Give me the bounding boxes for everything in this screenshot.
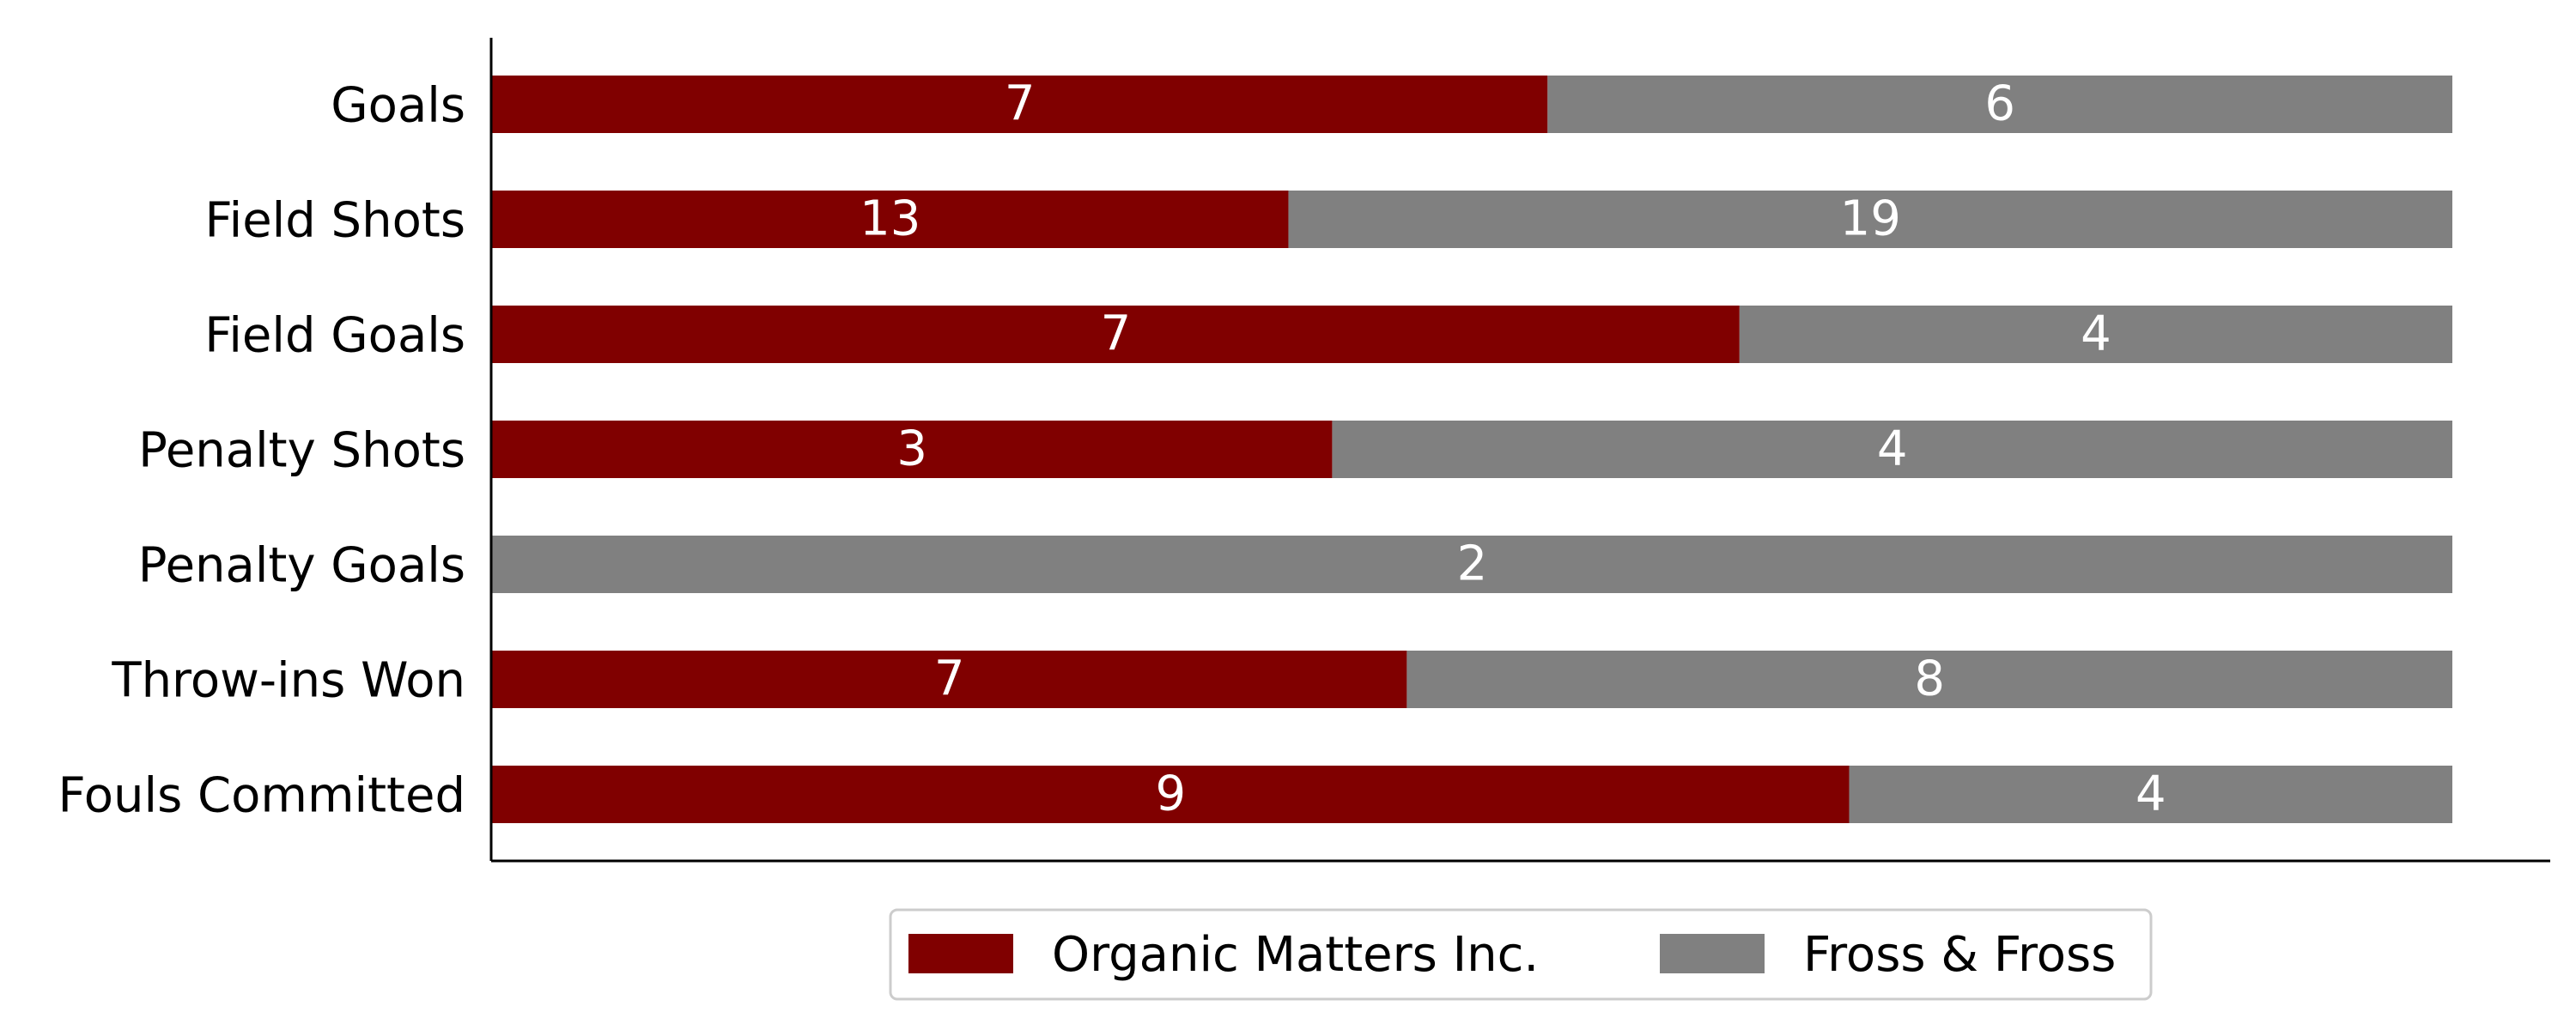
category-label: Fouls Committed xyxy=(58,768,465,824)
value-label: 2 xyxy=(1457,536,1488,592)
bar-segment-1 xyxy=(1332,421,2452,478)
category-label: Goals xyxy=(331,78,465,134)
bar-segment-0 xyxy=(492,766,1850,823)
value-label: 9 xyxy=(1155,766,1186,822)
value-label: 6 xyxy=(1984,76,2015,132)
bar-segment-0 xyxy=(492,191,1289,248)
value-label: 4 xyxy=(2081,306,2111,362)
category-label: Throw-ins Won xyxy=(111,653,465,709)
category-label: Field Shots xyxy=(205,193,466,249)
bars-group xyxy=(492,76,2452,823)
value-label: 7 xyxy=(1101,306,1132,362)
legend: Organic Matters Inc. Fross & Fross xyxy=(889,908,2153,1001)
value-label: 4 xyxy=(1877,421,1908,477)
value-label: 8 xyxy=(1914,651,1945,707)
bar-segment-1 xyxy=(1406,651,2452,708)
legend-swatch-1 xyxy=(1660,934,1765,973)
value-label: 13 xyxy=(860,191,920,247)
legend-swatch-0 xyxy=(908,934,1013,973)
bar-segment-0 xyxy=(492,76,1548,133)
bar-segment-1 xyxy=(492,536,2452,593)
category-label: Penalty Goals xyxy=(138,538,465,594)
value-label: 4 xyxy=(2136,766,2166,822)
bar-segment-1 xyxy=(1739,306,2452,363)
legend-box xyxy=(889,908,2153,1001)
bar-segment-1 xyxy=(1849,766,2452,823)
category-label: Penalty Shots xyxy=(138,423,465,479)
bar-segment-1 xyxy=(1547,76,2452,133)
value-label: 7 xyxy=(934,651,965,707)
bar-segment-0 xyxy=(492,651,1407,708)
bar-segment-0 xyxy=(492,306,1740,363)
category-label: Field Goals xyxy=(204,308,465,364)
bar-segment-0 xyxy=(492,421,1333,478)
value-labels: 7 6 13 19 7 4 3 4 2 7 8 9 4 xyxy=(860,76,2166,822)
legend-label-0: Organic Matters Inc. xyxy=(1052,927,1539,983)
category-labels: Goals Field Shots Field Goals Penalty Shots… xyxy=(58,78,465,824)
legend-label-1: Fross & Fross xyxy=(1803,927,2116,983)
value-label: 7 xyxy=(1005,76,1036,132)
bar-segment-1 xyxy=(1288,191,2452,248)
value-label: 3 xyxy=(896,421,927,477)
value-label: 19 xyxy=(1840,191,1901,247)
